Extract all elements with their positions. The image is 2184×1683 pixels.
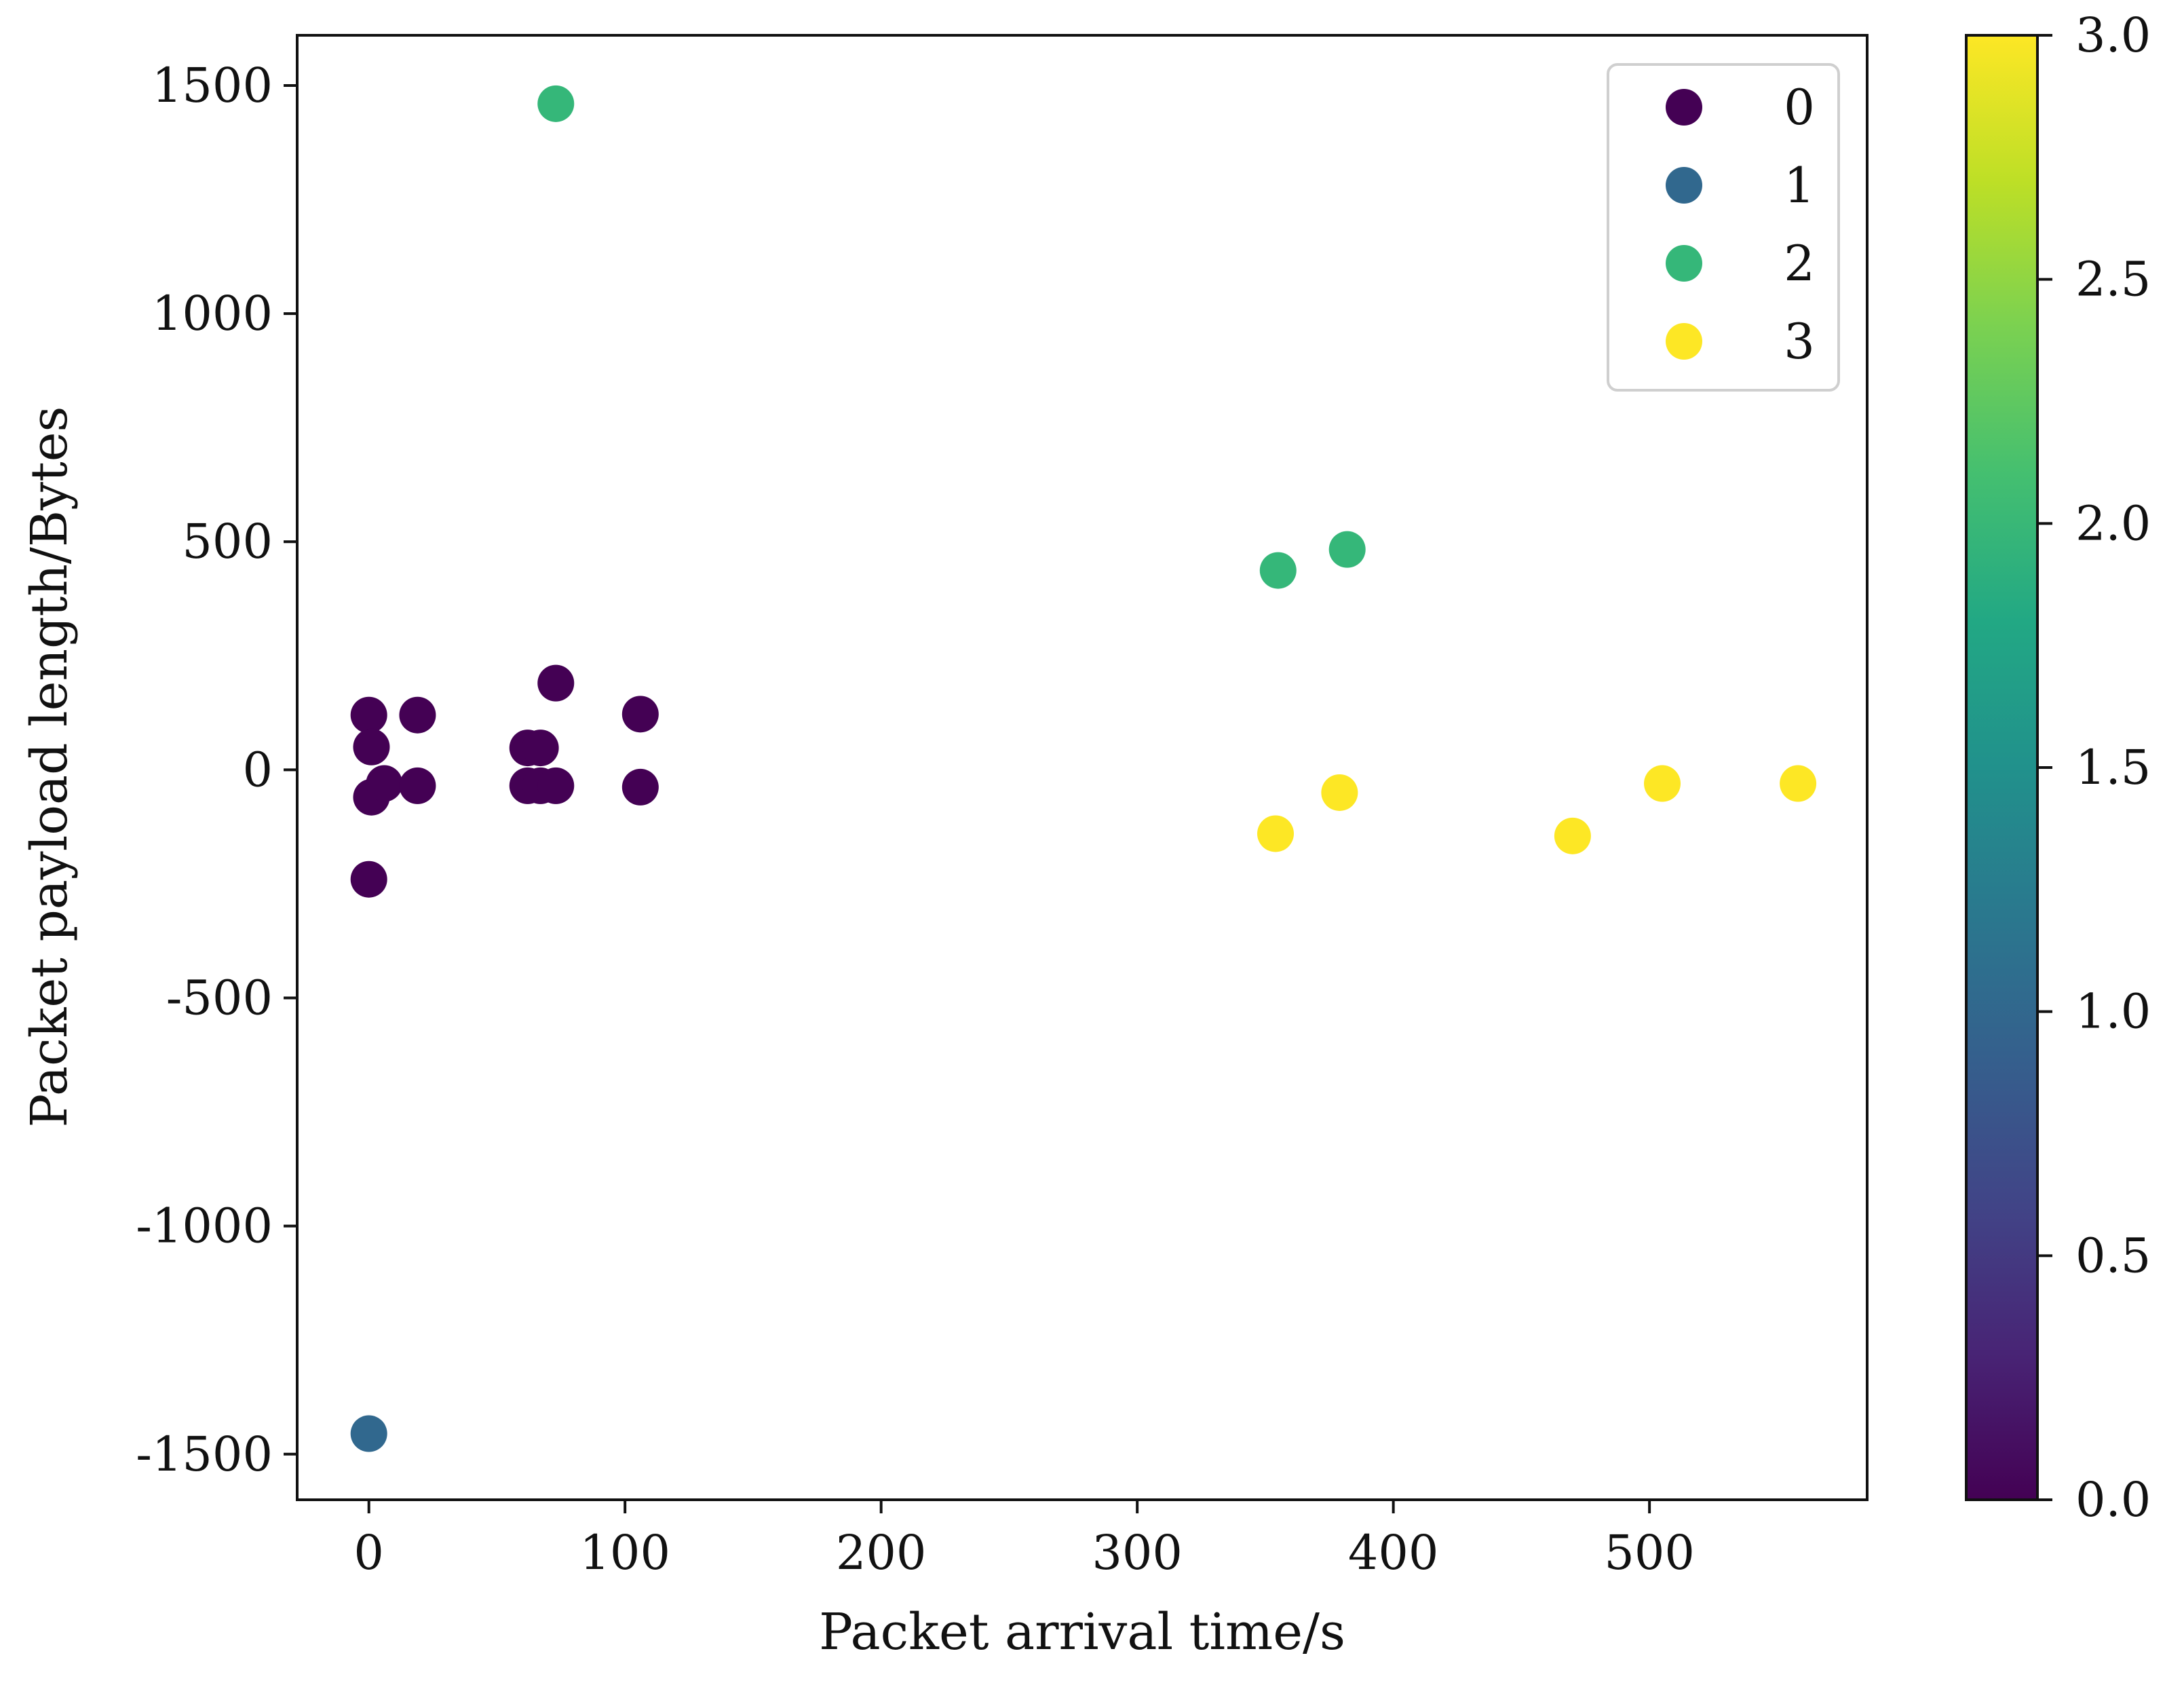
colorbar: 0.0 0.5 1.0 1.5 2.0 2.5 3.0: [1965, 7, 2151, 1528]
colorbar-tick-label: 0.0: [2075, 1472, 2151, 1528]
colorbar-gradient: [1965, 34, 2039, 1501]
x-tick-label: 300: [1092, 1525, 1183, 1581]
colorbar-tick-label: 1.5: [2075, 740, 2151, 795]
data-point-series-0: [621, 768, 659, 806]
legend: 0 1 2 3: [1607, 63, 1840, 392]
data-point-series-0: [621, 696, 659, 733]
y-tick-label: 0: [242, 742, 273, 797]
y-axis: 1500 1000 500 0 -500 -1000 -1500: [136, 58, 297, 1482]
y-tick-label: 1000: [152, 286, 273, 341]
x-tick-label: 100: [579, 1525, 670, 1581]
data-point-series-0: [353, 728, 390, 765]
data-point-series-0: [399, 767, 436, 804]
legend-box: [1607, 63, 1840, 392]
data-point-series-2: [1259, 552, 1297, 589]
colorbar-tick-label: 2.5: [2075, 252, 2151, 307]
plot-points: [350, 85, 1817, 1452]
x-axis-label: Packet arrival time/s: [819, 1603, 1345, 1661]
plot-frame: [296, 34, 1869, 1501]
x-tick-label: 500: [1604, 1525, 1695, 1581]
legend-marker-1: [1666, 167, 1702, 204]
y-tick-label: -500: [166, 970, 273, 1025]
y-tick-label: 500: [182, 514, 273, 569]
data-point-series-0: [350, 861, 387, 898]
colorbar-tick-label: 1.0: [2075, 984, 2151, 1040]
x-tick-label: 400: [1348, 1525, 1439, 1581]
y-tick-label: 1500: [152, 58, 273, 113]
data-point-series-3: [1257, 815, 1295, 852]
data-point-series-1: [350, 1415, 387, 1452]
y-axis-label: Packet payload length/Bytes: [20, 406, 79, 1128]
data-point-series-3: [1780, 765, 1817, 802]
x-tick-label: 200: [836, 1525, 927, 1581]
legend-marker-3: [1666, 323, 1702, 360]
data-point-series-0: [366, 765, 403, 802]
data-point-series-3: [1554, 817, 1591, 854]
legend-marker-0: [1666, 89, 1702, 126]
legend-label-0: 0: [1784, 79, 1815, 136]
data-point-series-2: [537, 85, 575, 122]
x-tick-label: 0: [353, 1525, 384, 1581]
colorbar-tick-label: 0.5: [2075, 1228, 2151, 1283]
data-point-series-3: [1644, 765, 1681, 802]
legend-label-1: 1: [1784, 157, 1815, 214]
data-point-series-0: [350, 696, 387, 734]
data-point-series-0: [522, 730, 559, 767]
colorbar-tick-label: 3.0: [2075, 7, 2151, 63]
data-point-series-0: [537, 767, 575, 804]
legend-label-3: 3: [1784, 313, 1815, 370]
y-tick-label: -1000: [136, 1198, 273, 1254]
data-point-series-0: [537, 664, 575, 702]
x-axis: 0 100 200 300 400 500: [353, 1500, 1695, 1581]
data-point-series-0: [399, 696, 436, 734]
data-point-series-2: [1328, 531, 1366, 568]
colorbar-tick-label: 2.0: [2075, 495, 2151, 551]
legend-label-2: 2: [1784, 235, 1815, 292]
legend-marker-2: [1666, 245, 1702, 282]
data-point-series-3: [1321, 774, 1358, 811]
y-tick-label: -1500: [136, 1426, 273, 1482]
